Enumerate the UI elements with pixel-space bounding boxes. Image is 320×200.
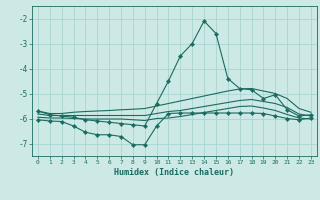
X-axis label: Humidex (Indice chaleur): Humidex (Indice chaleur) <box>115 168 234 177</box>
